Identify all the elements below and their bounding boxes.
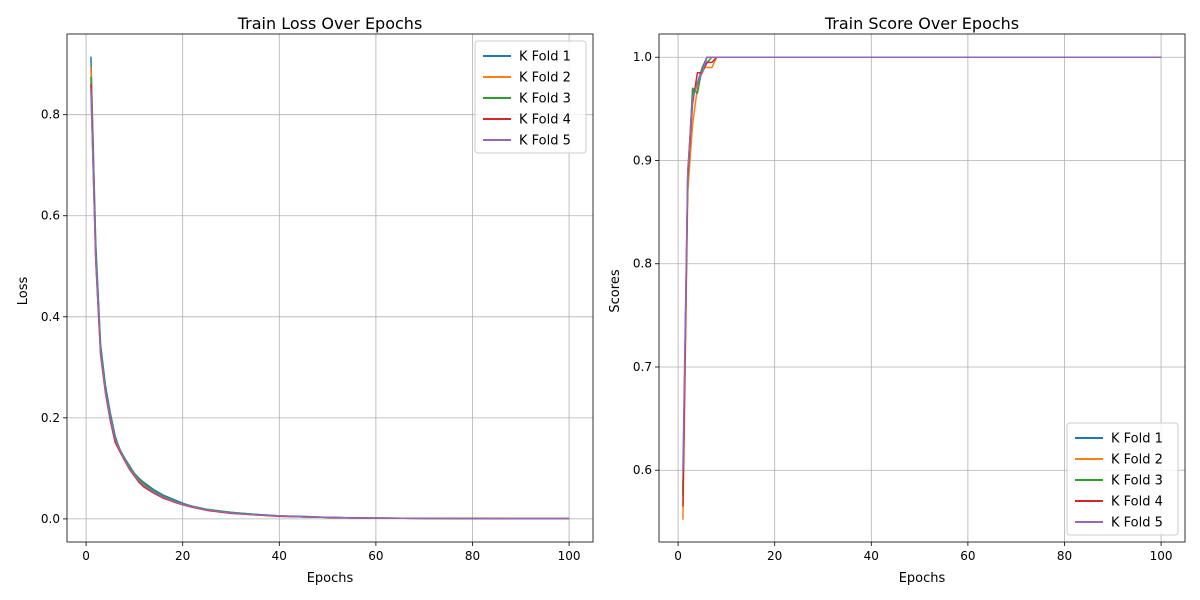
- loss-x-axis-label: Epochs: [307, 571, 354, 586]
- score-legend-label-fold-2: K Fold 2: [1111, 453, 1163, 468]
- score-series-line-fold-5: [682, 56, 1162, 471]
- loss-legend-box: [474, 40, 587, 154]
- score-x-axis-label: Epochs: [899, 571, 946, 586]
- score-legend: K Fold 1 K Fold 2 K Fold 3 K Fold 4 K Fold 5: [1066, 422, 1179, 536]
- loss-legend-label-fold-3: K Fold 3: [519, 92, 571, 107]
- loss-y-tick-label: 0.0: [41, 512, 60, 526]
- score-chart: Train Score Over Epochs Epochs Scores 0 2…: [608, 14, 1186, 586]
- score-y-tick-label: 0.7: [633, 360, 652, 374]
- loss-x-tick-label: 40: [272, 549, 287, 563]
- score-legend-label-fold-1: K Fold 1: [1111, 432, 1163, 447]
- loss-legend-label-fold-5: K Fold 5: [519, 134, 571, 149]
- loss-x-tick-label: 100: [558, 549, 581, 563]
- loss-chart-title: Train Loss Over Epochs: [237, 14, 423, 33]
- loss-legend-label-fold-4: K Fold 4: [519, 113, 571, 128]
- score-x-tick-label: 20: [767, 549, 782, 563]
- loss-x-tick-label: 60: [368, 549, 383, 563]
- loss-y-tick-label: 0.2: [41, 411, 60, 425]
- score-x-tick-label: 60: [960, 549, 975, 563]
- score-y-tick-label: 1.0: [633, 50, 652, 64]
- score-x-tick-label: 0: [674, 549, 682, 563]
- score-x-tick-label: 100: [1150, 549, 1173, 563]
- score-x-tick-label: 80: [1057, 549, 1072, 563]
- score-y-axis-label: Scores: [608, 269, 623, 312]
- loss-chart: Train Loss Over Epochs Epochs Loss 0 20 40…: [16, 14, 594, 586]
- loss-x-tick-label: 0: [82, 549, 90, 563]
- score-legend-label-fold-5: K Fold 5: [1111, 516, 1163, 531]
- score-legend-box: [1066, 422, 1179, 536]
- loss-series-line-fold-5: [90, 89, 570, 520]
- loss-legend-label-fold-2: K Fold 2: [519, 71, 571, 86]
- loss-y-tick-label: 0.4: [41, 310, 60, 324]
- score-legend-label-fold-4: K Fold 4: [1111, 495, 1163, 510]
- loss-y-tick-label: 0.6: [41, 209, 60, 223]
- loss-y-tick-label: 0.8: [41, 108, 60, 122]
- score-chart-title: Train Score Over Epochs: [824, 14, 1019, 33]
- score-axes-frame: [658, 33, 1186, 543]
- loss-legend: K Fold 1 K Fold 2 K Fold 3 K Fold 4 K Fold 5: [474, 40, 587, 154]
- loss-x-tick-label: 80: [465, 549, 480, 563]
- score-y-tick-label: 0.9: [633, 153, 652, 167]
- score-y-tick-label: 0.6: [633, 463, 652, 477]
- score-x-tick-label: 40: [864, 549, 879, 563]
- loss-axes-frame: [66, 33, 594, 543]
- score-y-tick-label: 0.8: [633, 257, 652, 271]
- score-legend-label-fold-3: K Fold 3: [1111, 474, 1163, 489]
- loss-x-tick-label: 20: [175, 549, 190, 563]
- loss-legend-label-fold-1: K Fold 1: [519, 50, 571, 65]
- loss-y-axis-label: Loss: [16, 277, 31, 306]
